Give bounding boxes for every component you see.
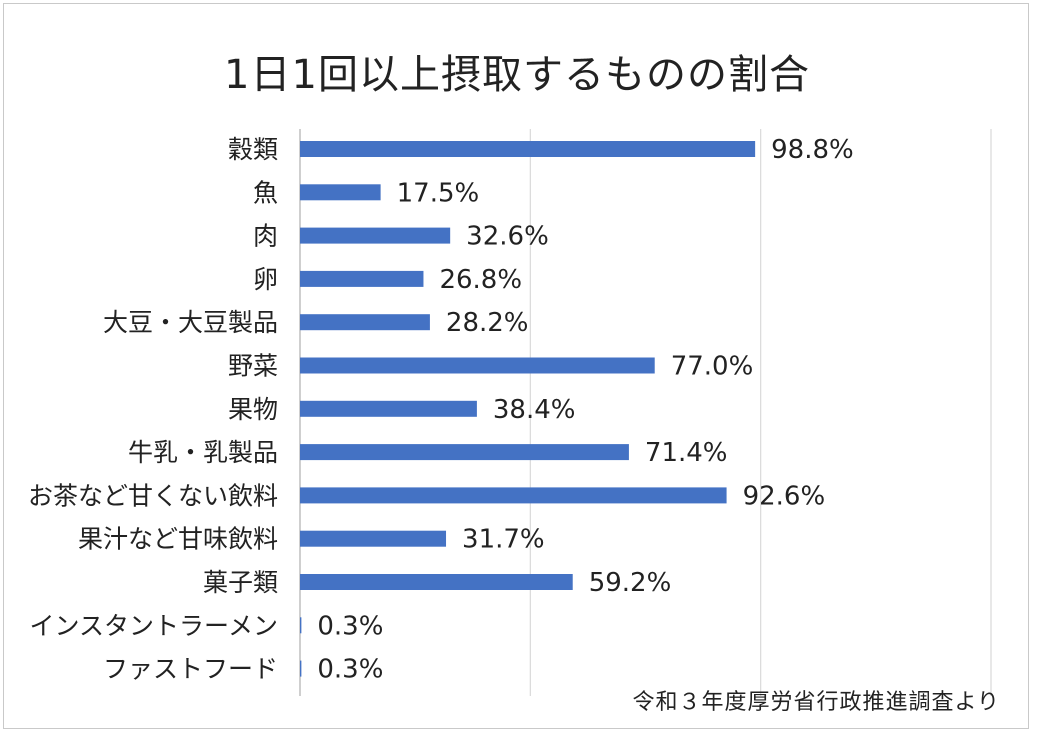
bar xyxy=(300,574,573,590)
data-label: 28.2% xyxy=(446,308,529,338)
bar xyxy=(300,184,381,201)
data-label: 17.5% xyxy=(397,178,480,208)
bar xyxy=(300,444,629,461)
category-label: 菓子類 xyxy=(203,568,278,597)
data-label: 0.3% xyxy=(317,611,383,641)
data-label: 0.3% xyxy=(317,655,383,685)
category-label: 穀類 xyxy=(228,135,278,164)
bar xyxy=(300,141,756,157)
category-label: インスタントラーメン xyxy=(29,611,278,640)
category-label: 大豆・大豆製品 xyxy=(103,308,278,337)
source-note: 令和３年度厚労省行政推進調査より xyxy=(632,690,1000,715)
data-label: 71.4% xyxy=(645,438,728,468)
category-label: ファストフード xyxy=(103,655,278,684)
category-label: お茶など甘くない飲料 xyxy=(28,481,278,510)
data-label: 26.8% xyxy=(439,265,522,295)
bar xyxy=(300,270,424,287)
bar xyxy=(300,660,302,677)
category-label: 卵 xyxy=(253,265,278,294)
bar xyxy=(300,314,430,331)
category-label: 牛乳・乳製品 xyxy=(128,438,278,467)
chart-frame: 1日1回以上摂取するものの割合 穀類 98.8% 魚 17.5% 肉 32.6% 卵 26.8… xyxy=(3,3,1029,729)
data-label: 98.8% xyxy=(771,135,854,165)
bar xyxy=(300,357,655,374)
data-label: 92.6% xyxy=(743,481,826,511)
bar xyxy=(300,617,302,634)
bar xyxy=(300,227,451,244)
bar xyxy=(300,400,477,417)
category-label: 野菜 xyxy=(228,352,278,381)
category-label: 魚 xyxy=(253,178,278,207)
bar xyxy=(300,487,727,504)
chart-title: 1日1回以上摂取するものの割合 xyxy=(224,52,810,98)
bar-chart: 穀類 98.8% 魚 17.5% 肉 32.6% 卵 26.8% 大豆・大豆製品 28.2% 野菜 7… xyxy=(28,129,992,696)
data-label: 31.7% xyxy=(462,525,545,555)
category-label: 肉 xyxy=(253,222,278,251)
data-label: 59.2% xyxy=(589,568,672,598)
data-label: 77.0% xyxy=(671,352,754,382)
bar xyxy=(300,530,447,547)
category-label: 果物 xyxy=(228,395,278,424)
data-label: 32.6% xyxy=(466,222,549,252)
category-label: 果汁など甘味飲料 xyxy=(78,525,278,554)
data-label: 38.4% xyxy=(493,395,576,425)
